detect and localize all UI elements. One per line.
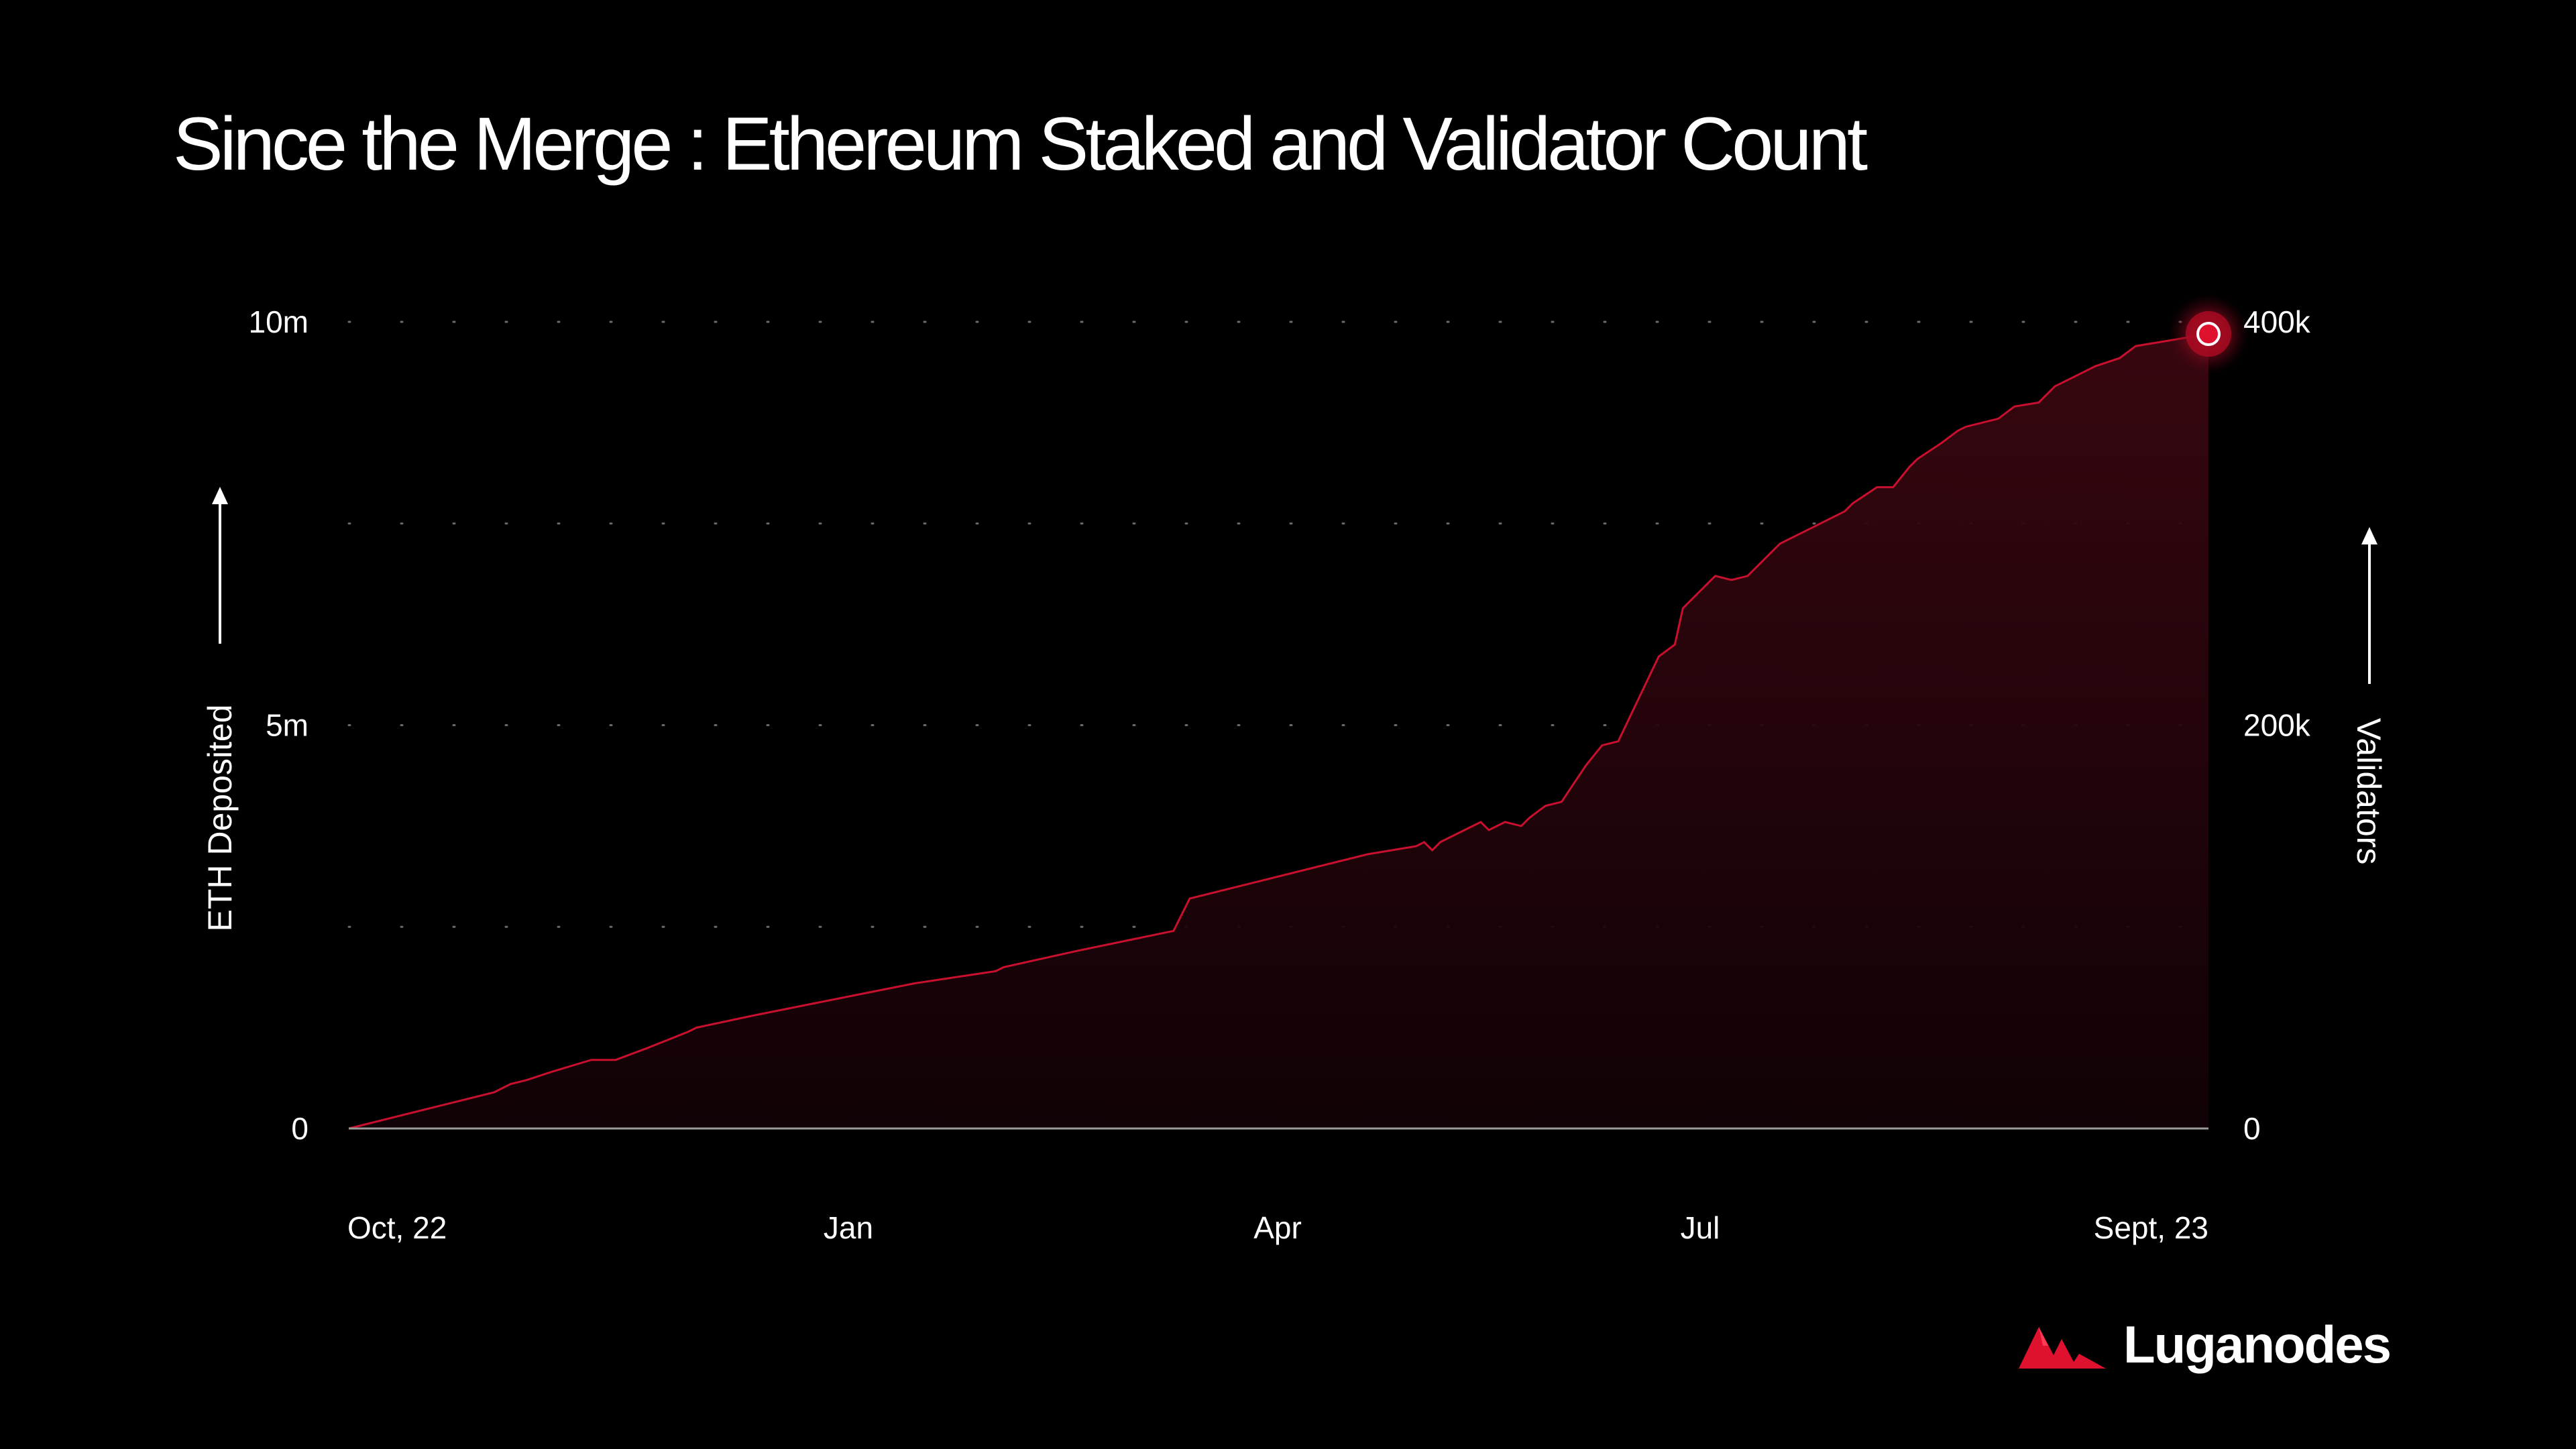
series-area xyxy=(349,334,2208,1128)
brand-logo: Luganodes xyxy=(2019,1314,2392,1375)
y2-tick-label-2: 400k xyxy=(2243,304,2311,339)
y2-tick-label-1: 200k xyxy=(2243,708,2311,743)
x-tick-label-3: Jul xyxy=(1681,1210,1720,1245)
series-line xyxy=(348,333,2209,1130)
y2-axis-title: Validators xyxy=(2350,718,2388,865)
x-tick-label-1: Jan xyxy=(824,1210,873,1245)
x-tick-label-2: Apr xyxy=(1253,1210,1302,1245)
y2-axis-arrowhead-icon xyxy=(2361,527,2377,544)
y-tick-label-1: 5m xyxy=(266,708,309,743)
brand-name: Luganodes xyxy=(2123,1314,2392,1374)
chart-title: Since the Merge : Ethereum Staked and Va… xyxy=(173,102,1868,186)
y-tick-label-2: 10m xyxy=(249,304,309,339)
y2-tick-label-0: 0 xyxy=(2243,1111,2261,1146)
luganodes-mountain-icon xyxy=(2019,1327,2106,1369)
y-tick-label-0: 0 xyxy=(291,1111,309,1146)
highlight-point xyxy=(2196,322,2221,347)
y-axis-title: ETH Deposited xyxy=(201,704,239,931)
x-tick-label-0: Oct, 22 xyxy=(347,1210,447,1245)
y-axis-arrowhead-icon xyxy=(212,487,228,504)
x-tick-label-4: Sept, 23 xyxy=(2094,1210,2208,1245)
